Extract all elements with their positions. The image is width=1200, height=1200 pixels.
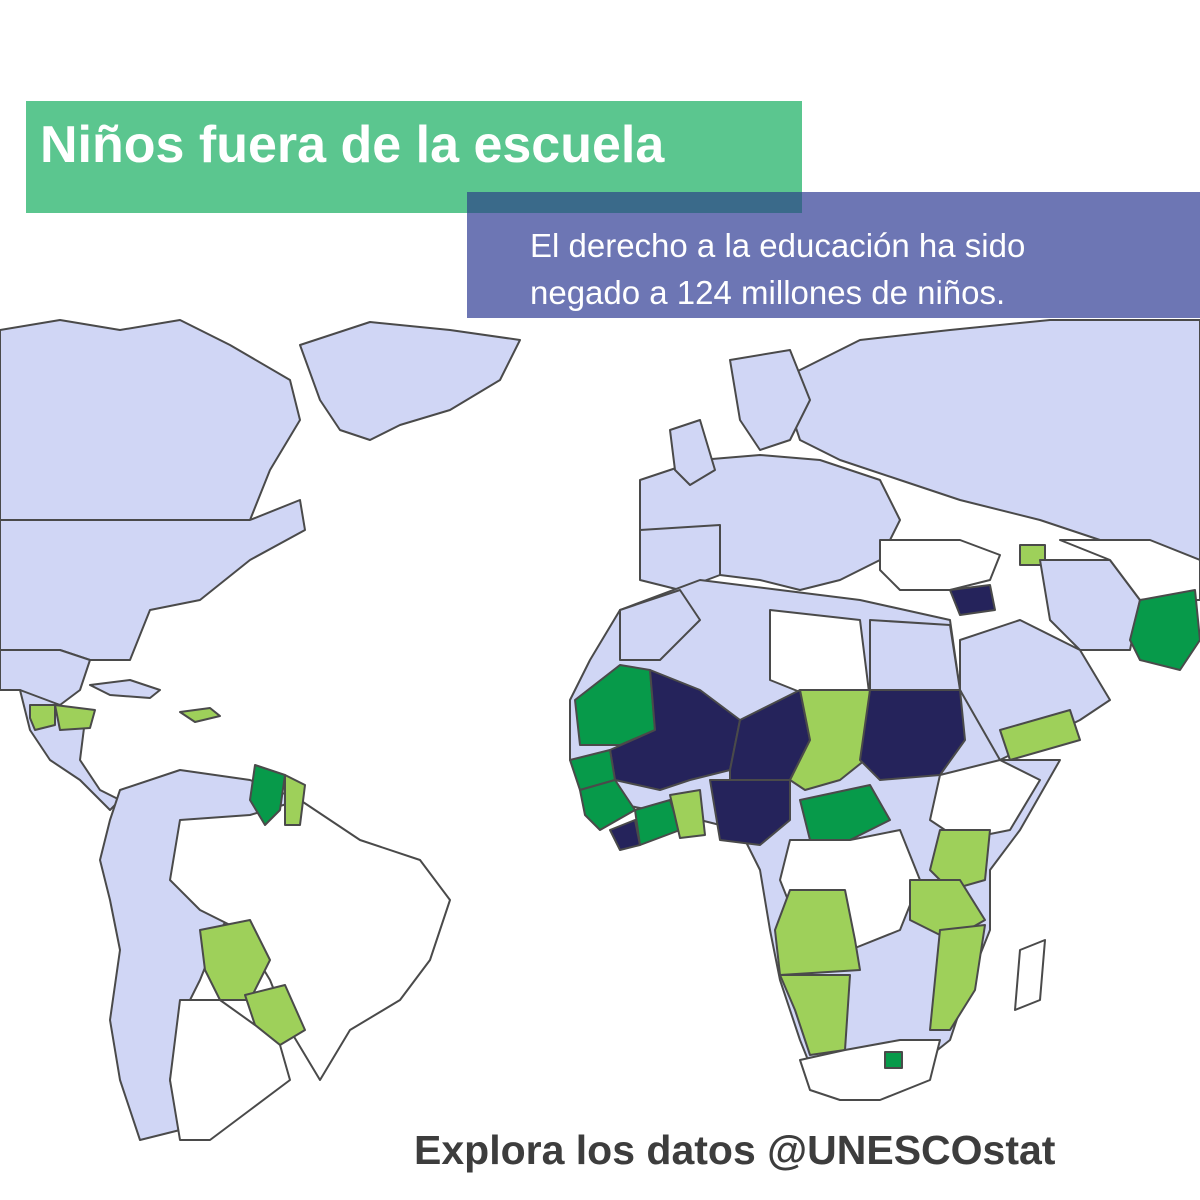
region-canada xyxy=(0,319,301,521)
region-morocco xyxy=(619,589,701,661)
region-guatemala xyxy=(29,704,56,731)
region-namibia xyxy=(779,974,851,1056)
region-brazil xyxy=(169,799,451,1081)
region-ghana xyxy=(669,789,706,839)
region-guyana xyxy=(249,764,286,826)
region-mozambique xyxy=(929,924,986,1031)
subtitle-banner xyxy=(467,192,1200,318)
region-mexico xyxy=(0,649,91,706)
region-car xyxy=(799,784,891,841)
region-lesotho xyxy=(884,1051,903,1069)
region-greenland xyxy=(299,321,521,441)
region-liberia xyxy=(609,819,641,851)
subtitle-line-2: negado a 124 millones de niños. xyxy=(530,274,1006,311)
region-egypt xyxy=(869,619,961,691)
page-title: Niños fuera de la escuela xyxy=(40,116,665,174)
banner-overlap xyxy=(467,192,802,213)
region-ethiopia xyxy=(929,759,1041,841)
region-libya xyxy=(769,609,871,701)
region-suriname xyxy=(284,774,306,826)
region-central-asia xyxy=(1059,539,1200,601)
region-nigeria xyxy=(709,779,791,846)
region-turkey xyxy=(879,539,1001,591)
footer-cta: Explora los datos @UNESCOstat xyxy=(414,1127,1056,1173)
region-honduras xyxy=(54,704,96,731)
region-cuba xyxy=(89,679,161,699)
region-scandinavia xyxy=(729,349,811,451)
subtitle: El derecho a la educación ha sido negado… xyxy=(530,222,1180,316)
region-pakistan xyxy=(1129,589,1200,671)
region-paraguay xyxy=(244,984,306,1046)
region-mali xyxy=(609,669,741,791)
region-yemen xyxy=(999,709,1081,761)
region-argentina xyxy=(169,999,291,1141)
region-kenya xyxy=(929,829,991,891)
subtitle-line-1: El derecho a la educación ha sido xyxy=(530,227,1026,264)
region-south-africa xyxy=(799,1039,941,1101)
region-syria xyxy=(949,584,996,616)
region-madagascar xyxy=(1014,939,1046,1011)
region-usa xyxy=(0,499,306,661)
region-angola xyxy=(774,889,861,976)
region-uk xyxy=(669,419,716,486)
region-guinea xyxy=(579,779,636,831)
region-hispaniola xyxy=(179,707,221,723)
